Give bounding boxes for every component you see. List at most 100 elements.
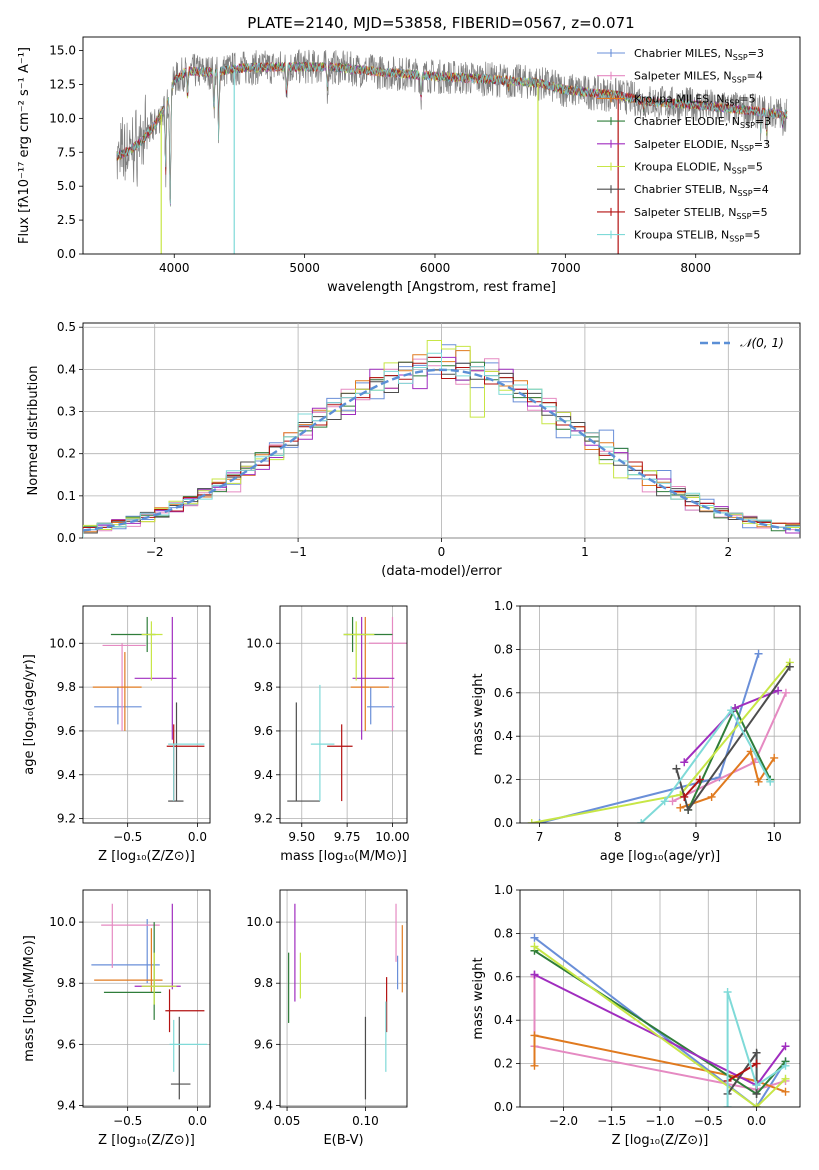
age-vs-Z-plot-area [92,616,205,802]
age-vs-mass-plot-area [287,616,407,802]
weight-marker-salpeter-miles [668,797,677,806]
weight-marker-salpeter-stelib [680,792,689,801]
x-tick-label: 7 [536,830,544,844]
legend-label: Kroupa ELODIE, N [634,161,732,174]
legend-label: Salpeter MILES, N [634,70,732,83]
x-tick-label: −2.0 [549,1114,578,1128]
y-tick-label: 12.5 [49,77,76,91]
weight-line-kroupa-stelib [640,708,772,823]
legend-entry: Kroupa STELIB, NSSP=5 [634,229,760,244]
normal-reference-curve [83,368,800,532]
x-tick-label: 0.0 [747,1114,766,1128]
legend-entry: Chabrier ELODIE, NSSP=3 [634,115,771,130]
x-axis-label: wavelength [Angstrom, rest frame] [327,280,556,295]
model-spectrum-kroupa-stelib [116,61,788,205]
x-tick-label: 1 [581,545,589,559]
axes-frame [82,605,211,824]
weight-marker-kroupa-stelib [727,706,736,715]
y-tick-label: 0.0 [57,531,76,545]
y-tick-label: 10.0 [49,111,76,125]
x-tick-label: 0.05 [274,1114,301,1128]
weight-marker-kroupa-stelib [752,1081,761,1090]
legend-entry: Salpeter ELODIE, NSSP=3 [634,138,770,153]
weight-marker-salpeter-elodie [774,686,783,695]
y-tick-label: 0.2 [57,447,76,461]
legend-entry: Chabrier MILES, NSSP=3 [634,47,764,62]
x-tick-label: −2 [146,545,164,559]
legend-suffix: =3 [755,115,771,128]
x-axis-label: E(B-V) [323,1133,363,1148]
y-tick-label: 9.4 [254,768,273,782]
axes-frame [82,889,211,1108]
y-tick-label: 9.6 [254,1037,273,1051]
y-tick-label: 1.0 [494,599,513,613]
y-tick-label: 0.2 [494,1057,513,1071]
x-tick-label: −0.5 [113,1114,142,1128]
weight-line-kroupa-stelib [726,991,787,1107]
weight-marker-kroupa-miles [754,777,763,786]
y-tick-label: 9.8 [254,680,273,694]
weight-marker-chabrier-stelib [684,805,693,814]
y-tick-label: 0.4 [57,362,76,376]
panel-age-vs-metallicity: −0.5 0.0 9.2 9.4 9.6 9.8 10.0 Z [log₁₀(Z/Z⊙)] ag… [22,605,211,864]
y-axis-label: mass [log₁₀(M/M⊙)] [22,935,37,1062]
legend-label: Chabrier STELIB, N [634,183,738,196]
legend-normal-label: 𝒩(0, 1) [740,336,784,350]
x-axis-label: age [log₁₀(age/yr)] [600,849,721,864]
weight-marker-kroupa-miles [530,1061,539,1070]
y-tick-label: 7.5 [57,145,76,159]
weight-line-kroupa-miles [533,1034,786,1093]
panel-mass-vs-extinction: 0.05 0.10 9.4 9.6 9.8 10.0 E(B-V) [246,889,408,1148]
panel-mass-vs-metallicity: −0.5 0.0 9.4 9.6 9.8 10.0 Z [log₁₀(Z/Z⊙)] mass … [22,889,211,1148]
axes-frame [279,605,408,824]
axes-frame [519,605,801,824]
weight-marker-kroupa-stelib [723,987,732,996]
x-tick-label: −0.5 [113,830,142,844]
x-tick-label: 0.0 [188,830,207,844]
y-tick-label: 0.6 [494,686,513,700]
x-axis-label: Z [log₁₀(Z/Z⊙)] [612,1133,709,1148]
legend-subscript: SSP [740,121,755,130]
y-tick-label: 1.0 [494,883,513,897]
weight-marker-chabrier-stelib [752,1089,761,1098]
x-tick-label: −1.0 [645,1114,674,1128]
x-axis-label: (data-model)/error [381,564,502,579]
weight-marker-kroupa-elodie [781,1074,790,1083]
weight-line-salpeter-elodie [683,689,779,763]
y-tick-label: 9.2 [57,812,76,826]
y-tick-label: 0.8 [494,642,513,656]
weight-marker-kroupa-miles [707,792,716,801]
legend-suffix: =5 [751,206,767,219]
x-tick-label: 8 [614,830,622,844]
spectrum-plot-area [116,49,788,254]
legend-suffix: =4 [747,70,763,83]
legend-subscript: SSP [739,144,754,153]
x-axis-label: mass [log₁₀(M/M⊙)] [280,849,407,864]
y-tick-label: 0.4 [494,1013,513,1027]
y-axis-label: mass weight [471,673,486,755]
weight-line-salpeter-miles [533,976,786,1091]
mass-weight-vs-age-plot-area [527,649,794,823]
weight-marker-chabrier-stelib [752,1048,761,1057]
x-tick-label: 4000 [159,261,190,275]
mass-weight-vs-Z-plot-area [530,933,790,1107]
y-tick-label: 0.3 [57,405,76,419]
panel-spectrum: 4000 5000 6000 7000 8000 0.0 2.5 5.0 7.5 10.0 12.5… [17,36,801,295]
legend-label: Kroupa MILES, N [634,92,724,105]
weight-marker-salpeter-elodie [530,970,539,979]
y-tick-label: 0.4 [494,729,513,743]
axes-frame [279,889,408,1108]
weight-marker-kroupa-miles [770,753,779,762]
legend-entry: Salpeter MILES, NSSP=4 [634,70,763,85]
legend-subscript: SSP [724,98,739,107]
weight-marker-salpeter-stelib [752,1059,761,1068]
y-tick-label: 0.6 [494,970,513,984]
mass-vs-Z-plot-area [91,903,208,1100]
legend-suffix: =5 [747,161,763,174]
residuals-plot-area [83,340,800,538]
panel-residuals: −2 −1 0 1 2 0.0 0.1 0.2 0.3 0.4 0.5 (data-model)/er… [26,320,801,579]
weight-marker-salpeter-elodie [680,758,689,767]
x-tick-label: 2 [724,545,732,559]
weight-marker-kroupa-miles [676,803,685,812]
y-axis-label: Flux [fλ10⁻¹⁷ erg cm⁻² s⁻¹ A⁻¹] [17,47,32,244]
